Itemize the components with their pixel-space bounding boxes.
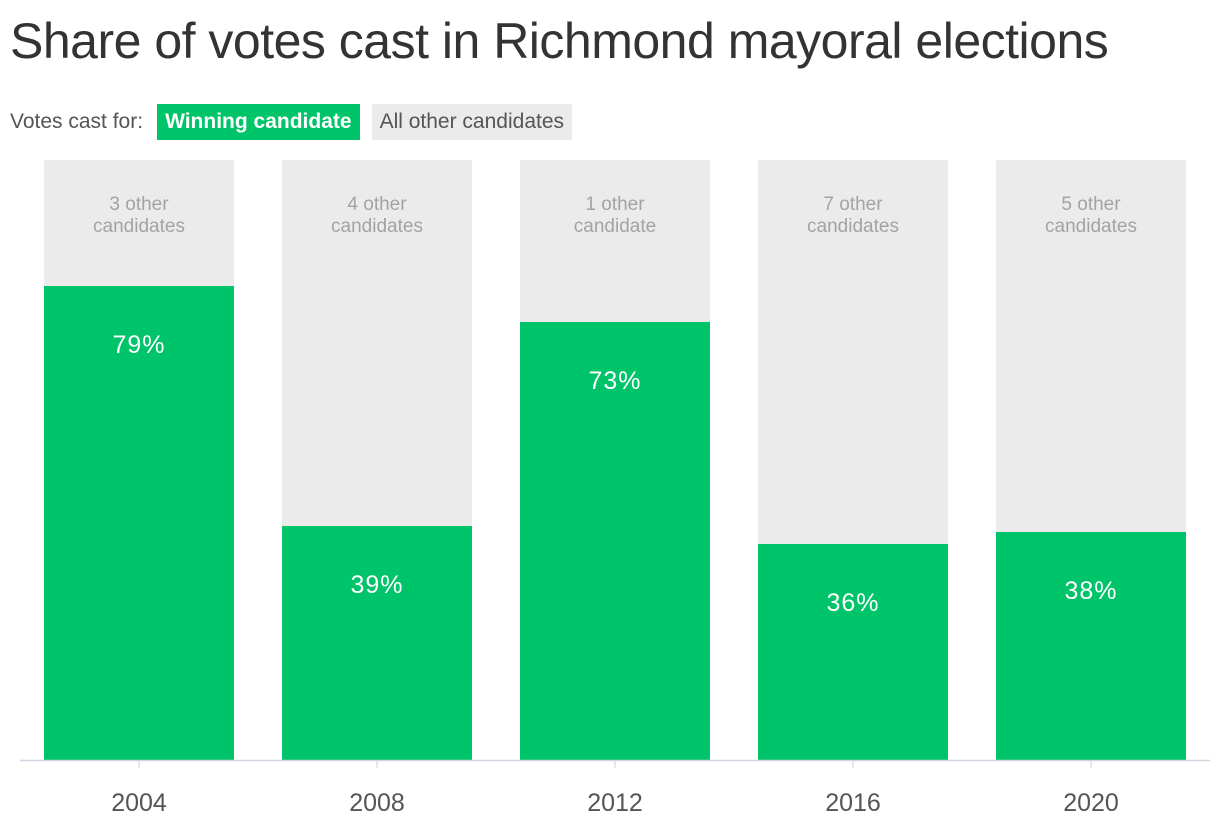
winner-value-label-2008: 39% <box>350 571 403 599</box>
other-candidates-label-2016-2: candidates <box>807 216 899 237</box>
bar-other-2016 <box>758 160 948 544</box>
other-candidates-label-2008-2: candidates <box>331 216 423 237</box>
winner-value-label-2004: 79% <box>112 331 165 359</box>
winner-value-label-2016: 36% <box>826 589 879 617</box>
other-candidates-label-2016-1: 7 other <box>823 194 883 215</box>
bar-winner-2004 <box>44 286 234 760</box>
legend-item-winning-candidate: Winning candidate <box>157 104 360 140</box>
legend-label: Votes cast for: <box>10 110 144 133</box>
x-tick-label-2004: 2004 <box>111 789 167 817</box>
other-candidates-label-2004-1: 3 other <box>109 194 169 215</box>
bar-other-2004 <box>44 160 234 286</box>
bar-winner-2008 <box>282 526 472 760</box>
bar-winner-2016 <box>758 544 948 760</box>
bar-winner-2020 <box>996 532 1186 760</box>
winner-value-label-2020: 38% <box>1064 577 1117 605</box>
bar-other-2012 <box>520 160 710 322</box>
other-candidates-label-2004-2: candidates <box>93 216 185 237</box>
other-candidates-label-2020-1: 5 other <box>1061 194 1121 215</box>
other-candidates-label-2012-2: candidate <box>574 216 656 237</box>
legend-item-all-other-candidates: All other candidates <box>371 104 573 140</box>
x-tick-label-2020: 2020 <box>1063 789 1119 817</box>
other-candidates-label-2012-1: 1 other <box>585 194 645 215</box>
chart-title: Share of votes cast in Richmond mayoral … <box>10 13 1109 69</box>
x-tick-label-2008: 2008 <box>349 789 405 817</box>
x-tick-label-2012: 2012 <box>587 789 643 817</box>
winner-value-label-2012: 73% <box>588 367 641 395</box>
other-candidates-label-2020-2: candidates <box>1045 216 1137 237</box>
legend: Votes cast for: Winning candidate All ot… <box>10 104 584 140</box>
other-candidates-label-2008-1: 4 other <box>347 194 407 215</box>
x-tick-label-2016: 2016 <box>825 789 881 817</box>
bar-other-2020 <box>996 160 1186 532</box>
bar-winner-2012 <box>520 322 710 760</box>
bar-other-2008 <box>282 160 472 526</box>
